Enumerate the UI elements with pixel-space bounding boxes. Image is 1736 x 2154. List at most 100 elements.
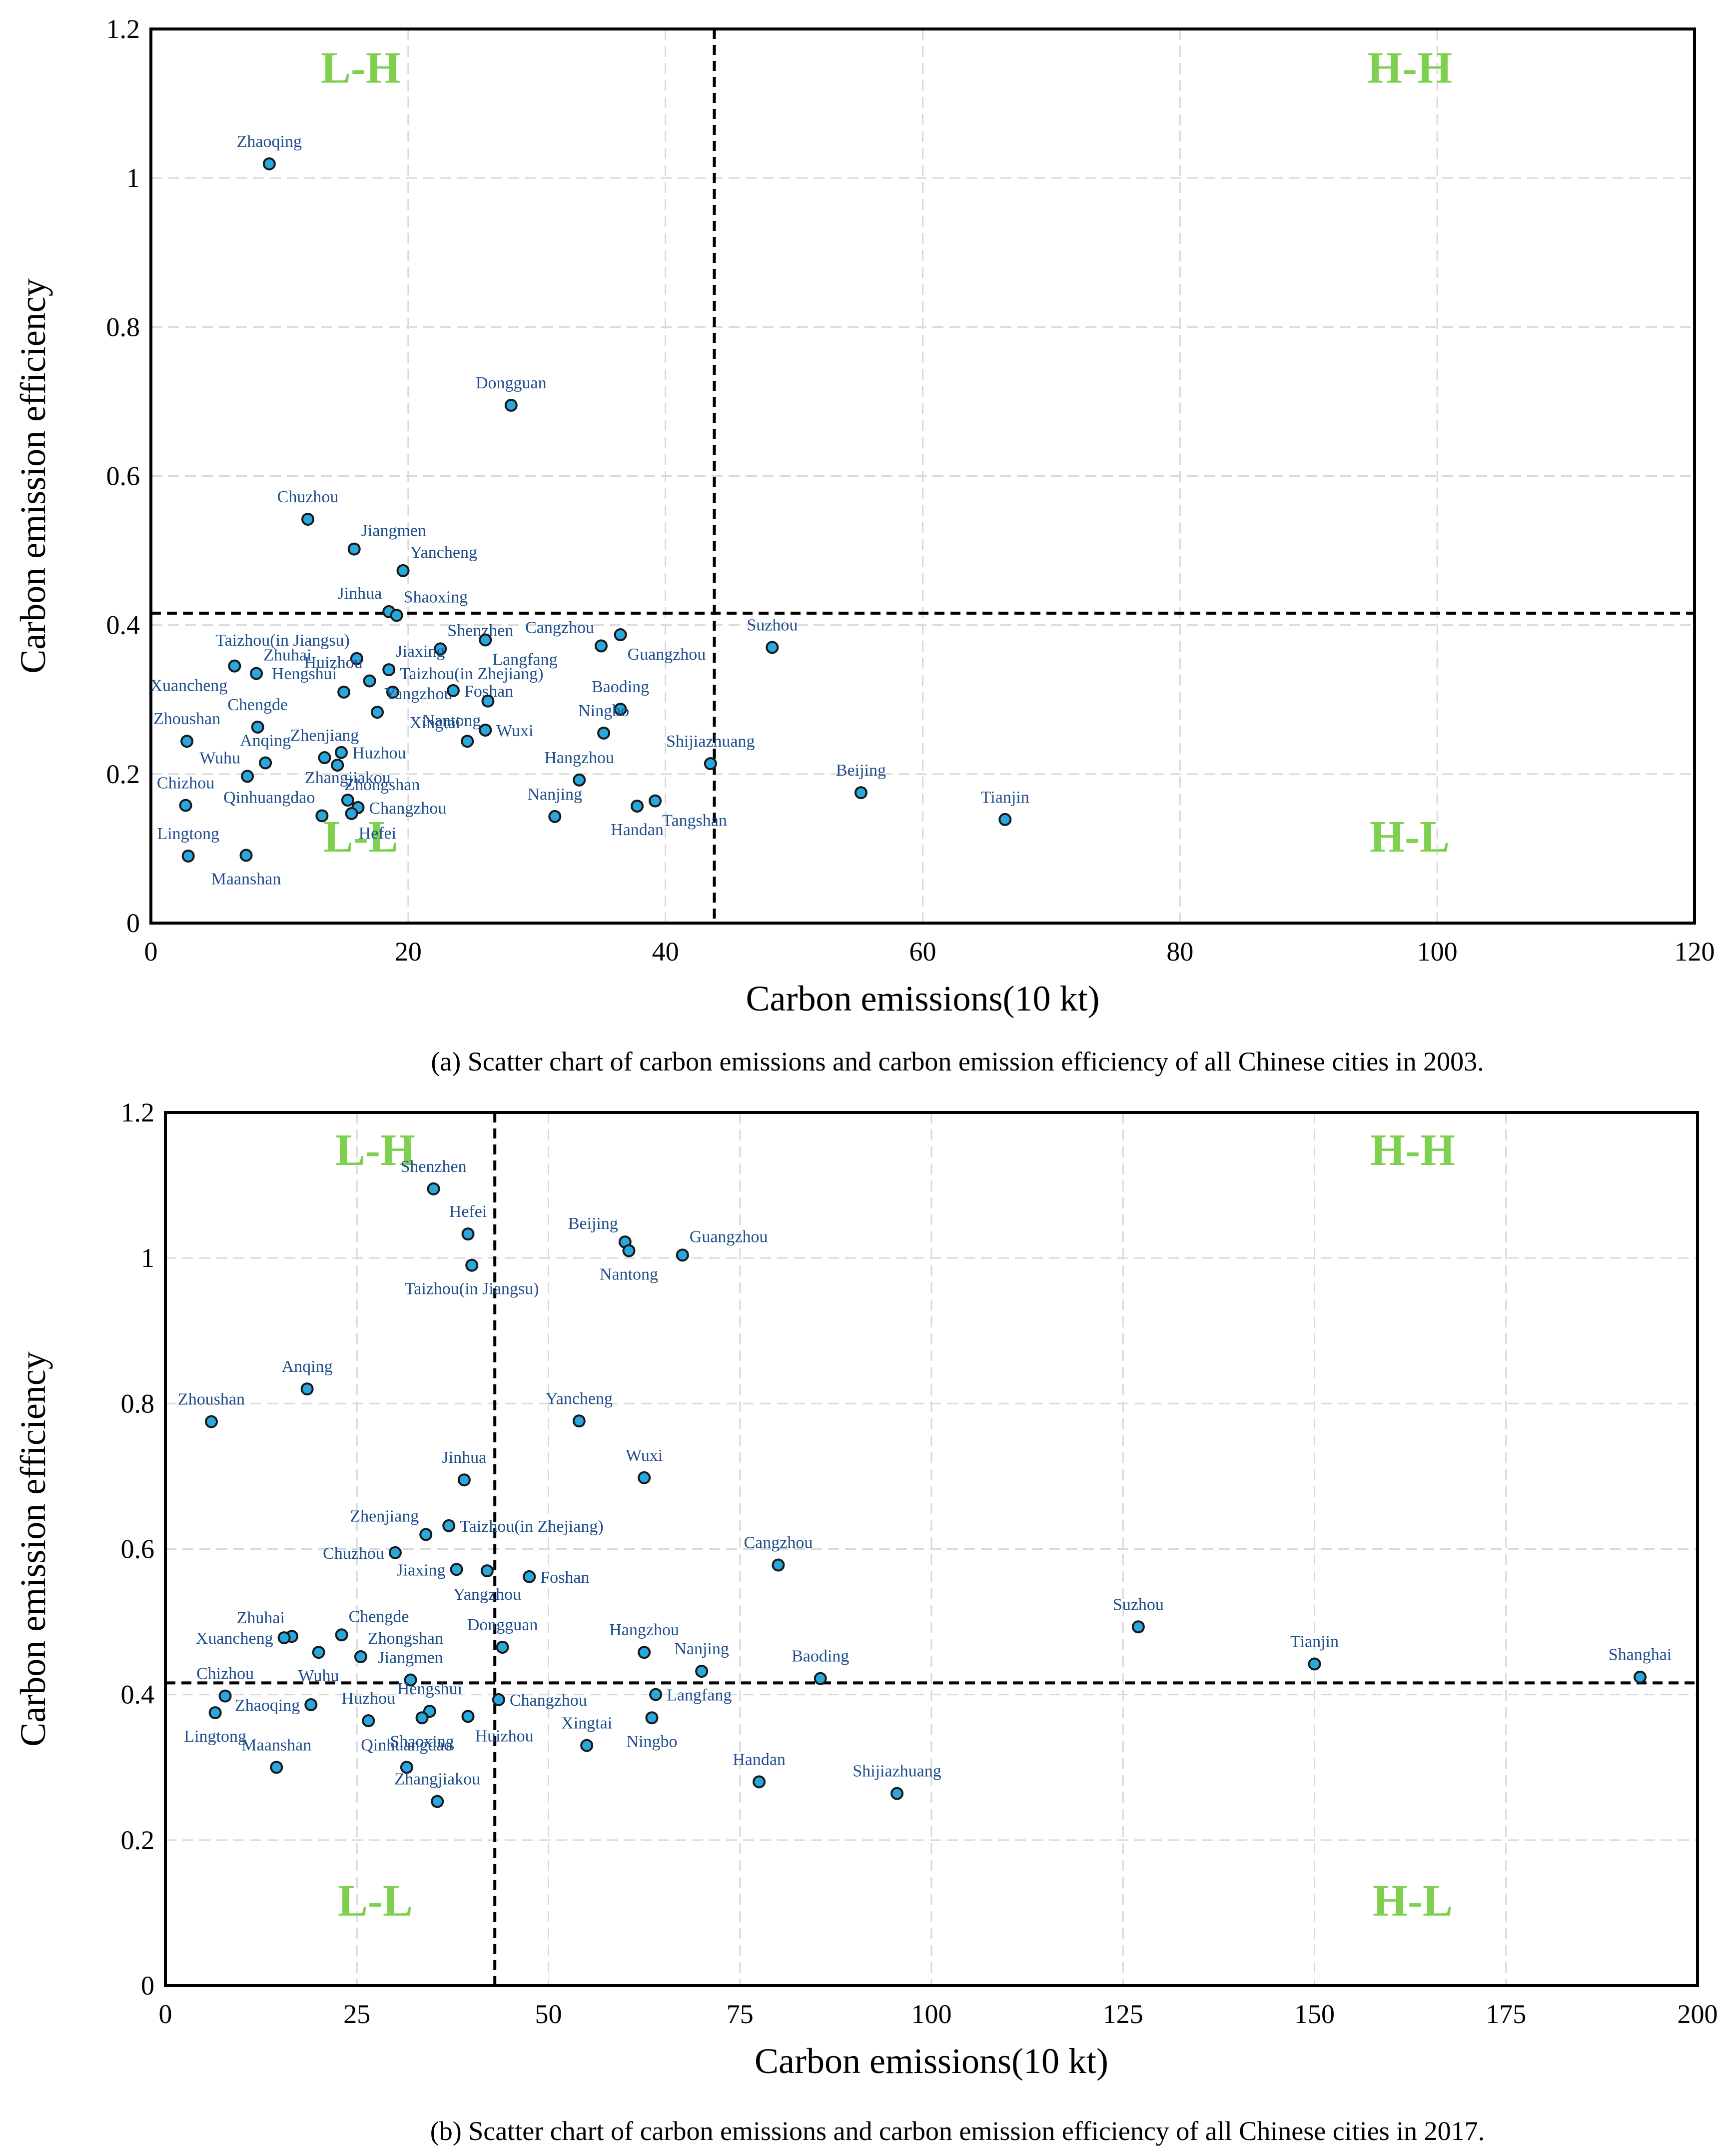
b-point-marker [480,1564,494,1578]
b-point-label: Yangzhou [453,1585,521,1604]
a-point-marker [446,684,460,697]
b-point-marker [354,1650,367,1663]
b-point-label: Suzhou [1113,1595,1164,1614]
a-point-marker [315,809,329,823]
a-point-label: Beijing [836,761,886,780]
a-xtick-label: 80 [1166,937,1193,967]
a-quadrant-label-hh: H-H [1367,43,1452,92]
b-point-label: Baoding [792,1647,849,1666]
a-point-marker [631,799,644,813]
a-ytick-label: 0.8 [106,312,140,342]
a-point-marker [998,813,1012,826]
a-point-marker [479,633,492,647]
panel-b-caption: (b) Scatter chart of carbon emissions an… [430,2116,1485,2146]
a-xtick-label: 20 [395,937,422,967]
a-point-marker [259,756,272,770]
a-point-marker [854,786,868,800]
a-ytick-label: 1.2 [106,14,140,44]
a-point-marker [180,735,194,748]
b-point-label: Huzhou [341,1689,395,1708]
a-point-marker [649,794,662,808]
b-point-marker [218,1689,232,1703]
b-point-label: Foshan [540,1568,589,1587]
a-point-marker [386,685,399,699]
a-point-marker [337,685,351,699]
a-point-marker [228,659,241,673]
b-point-marker [304,1698,318,1712]
b-point-label: Xuancheng [196,1629,273,1648]
b-point-label: Guangzhou [690,1227,768,1246]
b-point-marker [427,1182,440,1195]
a-point-label: Shaoxing [404,588,468,606]
b-point-label: Beijing [568,1214,618,1233]
b-point-marker [572,1414,586,1428]
b-point-marker [638,1471,651,1484]
b-point-marker [890,1787,904,1800]
b-point-marker [277,1631,291,1645]
b-point-marker [649,1688,663,1701]
b-point-label: Chuzhou [323,1544,384,1563]
a-quadrant-label-lh: L-H [321,43,401,92]
b-point-marker [523,1570,536,1583]
a-point-marker [331,758,344,772]
b-xtick-label: 25 [343,1999,370,2029]
b-point-marker [496,1641,509,1654]
b-point-marker [676,1248,689,1262]
a-point-label: Nanjing [528,785,583,804]
b-point-label: Jinhua [442,1448,486,1467]
b-point-label: Taizhou(in Zhejiang) [460,1517,603,1536]
a-point-label: Jiangmen [361,522,426,540]
a-quadrant-label-hl: H-L [1370,812,1450,862]
a-point-marker [347,542,361,556]
b-point-marker [208,1706,222,1720]
b-point-marker [645,1711,659,1725]
a-point-label: Tianjin [981,788,1029,807]
b-point-marker [461,1227,475,1241]
b-point-label: Nantong [600,1265,658,1284]
a-x-axis-title: Carbon emissions(10 kt) [746,979,1100,1019]
b-point-label: Lingtong [184,1727,246,1746]
a-point-label: Xingtai [409,714,460,732]
a-point-marker [766,641,779,654]
a-point-marker [239,849,253,862]
b-point-label: Zhoushan [178,1390,245,1409]
b-point-label: Xingtai [561,1714,612,1733]
a-point-marker [573,773,586,787]
b-point-label: Huizhou [475,1727,534,1745]
a-xtick-label: 120 [1675,937,1715,967]
b-point-marker [404,1673,417,1687]
a-point-marker [548,810,562,823]
b-point-label: Zhaoqing [235,1696,300,1715]
a-point-marker [334,746,348,759]
panel-a-chart: 0 20 40 60 80 100 120 0 0.2 0.4 0.6 0.8 1 1.2 Carbon e… [13,14,1715,1019]
a-point-marker [390,609,403,622]
b-quadrant-label-hl: H-L [1373,1876,1453,1926]
b-point-marker [461,1710,475,1723]
b-point-label: Hefei [449,1202,487,1221]
a-point-label: Hefei [359,824,397,843]
b-point-marker [638,1646,651,1659]
a-point-marker [504,398,518,412]
b-x-axis-title: Carbon emissions(10 kt) [755,2041,1108,2081]
b-point-marker [772,1558,785,1572]
b-quadrant-label-lh: L-H [335,1125,415,1175]
a-point-label: Yancheng [410,543,477,562]
a-point-marker [434,642,447,656]
a-xtick-label: 40 [652,937,679,967]
a-point-label: Ningbo [578,702,629,720]
b-point-marker [465,1258,479,1272]
b-point-label: Maanshan [241,1736,311,1754]
b-point-marker [1634,1670,1647,1684]
b-point-marker [1308,1657,1321,1671]
b-point-label: Taizhou(in Jiangsu) [405,1280,539,1298]
a-point-label: Zhenjiang [290,726,359,745]
a-point-label: Lingtong [157,825,219,843]
a-point-marker [363,674,376,688]
a-point-label: Qinhuangdao [223,788,315,807]
a-point-label: Guangzhou [628,645,706,664]
a-point-marker [396,564,410,577]
b-point-label: Jiaxing [396,1561,445,1579]
a-ytick-label: 0.6 [106,461,140,491]
b-point-marker [300,1382,314,1396]
